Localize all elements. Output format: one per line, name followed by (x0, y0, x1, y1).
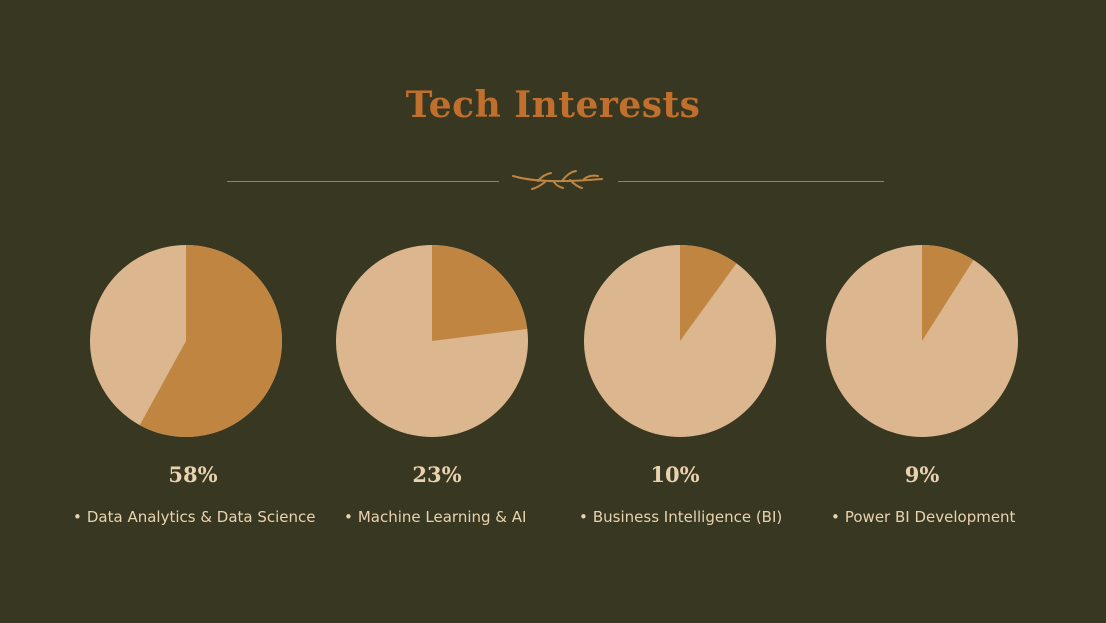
divider-right (618, 181, 884, 182)
pie-slice-highlight (680, 245, 737, 341)
pie-3-label: Business Intelligence (BI) (592, 508, 783, 526)
pie-slice-highlight (432, 245, 528, 341)
pie-chart-2 (335, 244, 529, 438)
page-title: Tech Interests (405, 84, 701, 126)
pie-1-label: Data Analytics & Data Science (86, 508, 316, 526)
pie-slice-highlight (922, 245, 974, 341)
pie-4-percent: 9% (904, 462, 940, 487)
pie-3-percent: 10% (650, 462, 700, 487)
branch-ornament-icon (512, 170, 603, 190)
pie-chart-1 (89, 244, 283, 438)
pie-3-legend: • Business Intelligence (BI) (579, 508, 782, 526)
pie-chart-3 (583, 244, 777, 438)
pie-slices (90, 245, 282, 437)
pie-2-label: Machine Learning & AI (357, 508, 527, 526)
bullet-icon: • (579, 508, 588, 526)
pie-1-legend: • Data Analytics & Data Science (73, 508, 316, 526)
pie-1-percent: 58% (168, 462, 218, 487)
pie-4-label: Power BI Development (844, 508, 1016, 526)
pie-slice-highlight (139, 245, 282, 437)
bullet-icon: • (73, 508, 82, 526)
divider-left (227, 181, 499, 182)
bullet-icon: • (831, 508, 840, 526)
pie-2-legend: • Machine Learning & AI (344, 508, 526, 526)
bullet-icon: • (344, 508, 353, 526)
pie-chart-4 (825, 244, 1019, 438)
pie-slices (584, 245, 776, 437)
pie-slices (826, 245, 1018, 437)
pie-slices (336, 245, 528, 437)
pie-2-percent: 23% (412, 462, 462, 487)
pie-4-legend: • Power BI Development (831, 508, 1015, 526)
